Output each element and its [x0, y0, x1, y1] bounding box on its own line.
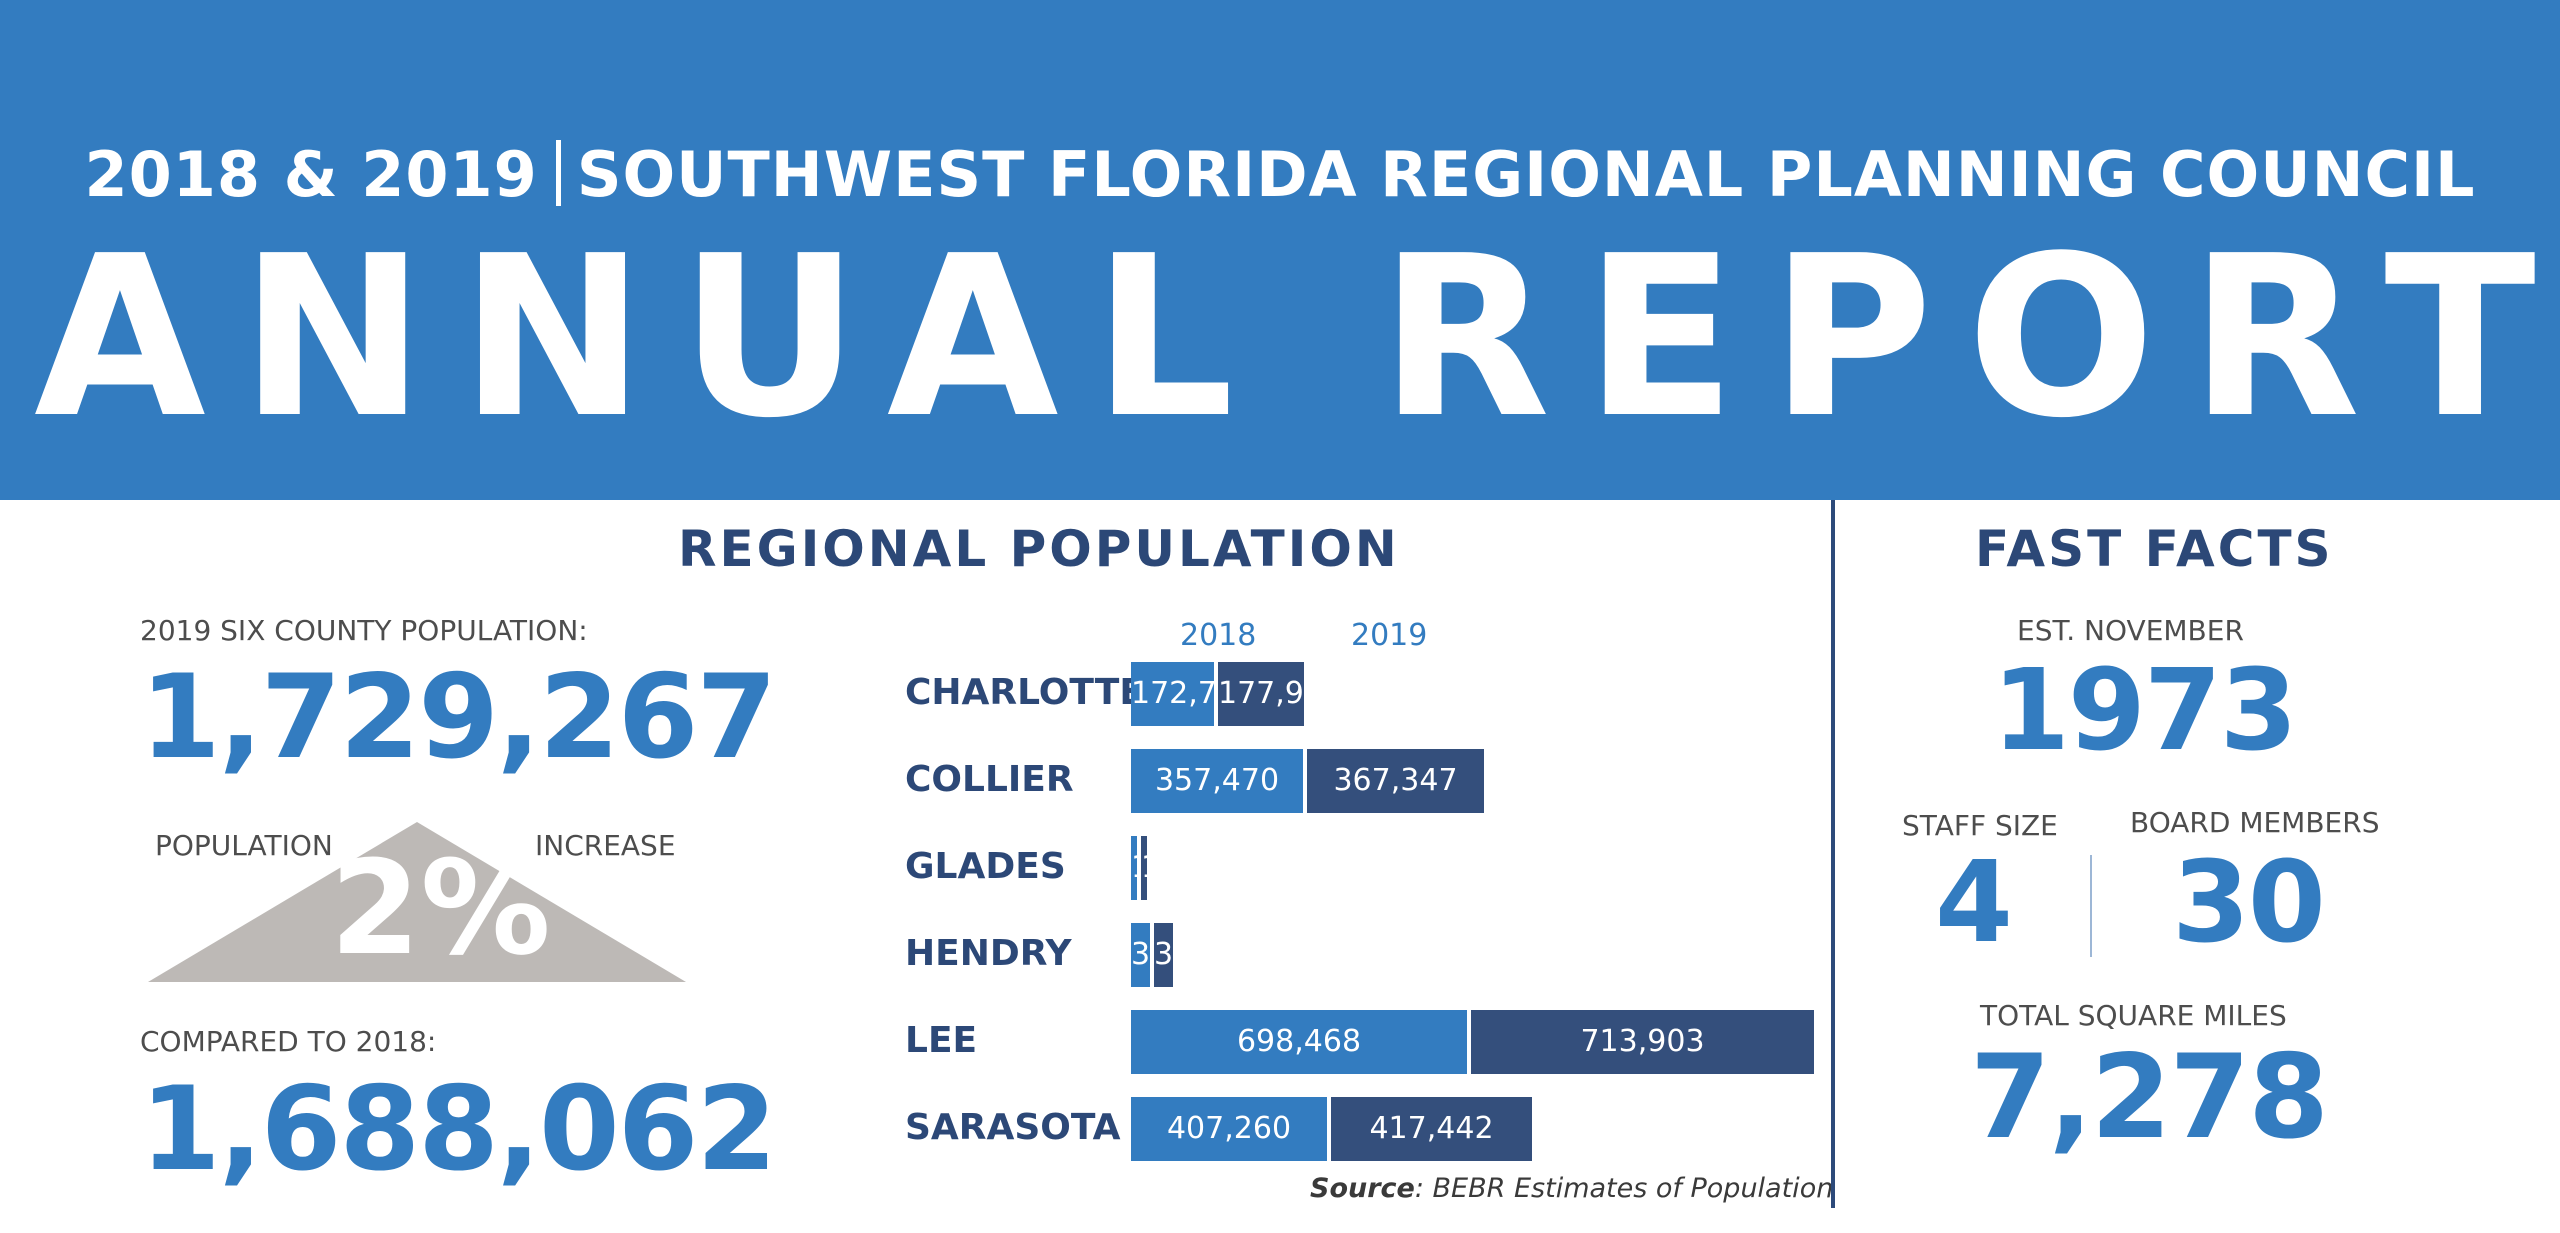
source-text: : BEBR Estimates of Population	[1414, 1173, 1834, 1204]
county-label-sarasota: SARASOTA	[905, 1107, 1121, 1148]
report-title: ANNUAL REPORT	[34, 209, 2560, 467]
legend-2018: 2018	[1180, 618, 1257, 653]
county-label-charlotte: CHARLOTTE	[905, 672, 1144, 713]
increase-label-right: INCREASE	[535, 829, 676, 862]
established-value: 1973	[1992, 646, 2298, 776]
subtitle-separator	[555, 140, 561, 206]
county-label-collier: COLLIER	[905, 759, 1074, 800]
previous-population-value: 1,688,062	[140, 1062, 777, 1197]
current-population-value: 1,729,267	[140, 650, 777, 785]
source-prefix: Source	[1310, 1173, 1415, 1204]
fast-facts-title: FAST FACTS	[1975, 520, 2334, 578]
previous-population-label: COMPARED TO 2018:	[140, 1025, 437, 1058]
staff-size-label: STAFF SIZE	[1902, 809, 2058, 842]
square-miles-label: TOTAL SQUARE MILES	[1980, 999, 2287, 1032]
bar-lee-2019: 713,903	[1471, 1010, 1814, 1074]
report-years: 2018 & 2019	[84, 138, 538, 211]
bar-collier-2019: 367,347	[1307, 749, 1484, 813]
fast-facts-divider	[2090, 855, 2092, 957]
chart-source: Source: BEBR Estimates of Population	[1310, 1173, 1833, 1204]
column-divider	[1831, 500, 1835, 1208]
bar-charlotte-2019: 177,987	[1218, 662, 1342, 726]
bar-sarasota-2019: 417,442	[1331, 1097, 1532, 1161]
established-label: EST. NOVEMBER	[2017, 614, 2244, 647]
square-miles-value: 7,278	[1970, 1030, 2329, 1165]
increase-percent: 2%	[330, 832, 551, 984]
increase-triangle	[148, 822, 686, 982]
organization-name: SOUTHWEST FLORIDA REGIONAL PLANNING COUN…	[576, 138, 2476, 211]
bar-hendry-2019: 39,586	[1154, 923, 1259, 987]
header-banner	[0, 0, 2560, 500]
bar-collier-2018: 357,470	[1131, 749, 1303, 813]
bar-glades-2019: 13,002	[1141, 836, 1246, 900]
regional-population-title: REGIONAL POPULATION	[678, 520, 1400, 578]
staff-size-value: 4	[1935, 838, 2013, 968]
current-population-label: 2019 SIX COUNTY POPULATION:	[140, 614, 588, 647]
county-label-glades: GLADES	[905, 846, 1066, 887]
increase-label-left: POPULATION	[155, 829, 333, 862]
report-subtitle: 2018 & 2019 SOUTHWEST FLORIDA REGIONAL PL…	[0, 138, 2560, 211]
bar-charlotte-2018: 172,720	[1131, 662, 1255, 726]
board-members-label: BOARD MEMBERS	[2130, 806, 2380, 839]
county-label-lee: LEE	[905, 1020, 978, 1061]
bar-glades-2018: 13,087	[1131, 836, 1236, 900]
board-members-value: 30	[2172, 838, 2326, 968]
legend-2019: 2019	[1351, 618, 1428, 653]
bar-sarasota-2018: 407,260	[1131, 1097, 1327, 1161]
county-label-hendry: HENDRY	[905, 933, 1072, 974]
bar-hendry-2018: 39,057	[1131, 923, 1236, 987]
bar-lee-2018: 698,468	[1131, 1010, 1467, 1074]
